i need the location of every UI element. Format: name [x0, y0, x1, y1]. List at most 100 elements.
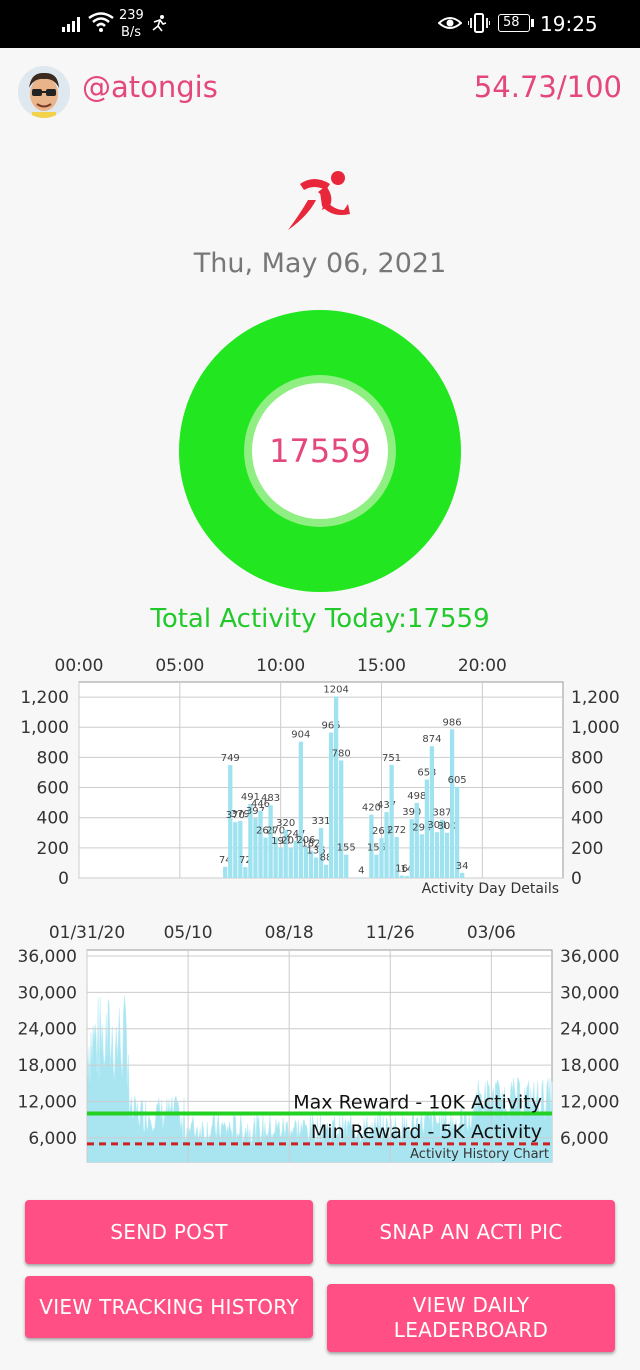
- day-bar: [344, 854, 349, 878]
- day-bar: [429, 746, 435, 878]
- day-bar-label: 16: [395, 864, 408, 875]
- battery-level: 58: [503, 15, 520, 30]
- min-reward-label: Min Reward - 5K Activity: [311, 1121, 542, 1143]
- snap-pic-button[interactable]: SNAP AN ACTI PIC: [327, 1200, 615, 1264]
- day-bar: [384, 812, 389, 878]
- day-bar: [419, 834, 424, 878]
- day-bar-label: 491: [241, 792, 260, 803]
- max-reward-label: Max Reward - 10K Activity: [293, 1092, 542, 1114]
- day-bar: [339, 760, 344, 878]
- history-y-tick-right: 6,000: [560, 1129, 609, 1149]
- day-y-tick-left: 600: [37, 779, 69, 799]
- day-bar: [359, 877, 364, 879]
- day-bar-label: 14: [400, 864, 413, 875]
- day-bar: [404, 875, 409, 878]
- day-x-tick: 15:00: [357, 656, 406, 676]
- day-bar: [424, 779, 430, 878]
- day-bar-label: 4: [358, 865, 364, 876]
- net-unit: B/s: [121, 25, 142, 40]
- clock-time: 19:25: [540, 12, 598, 36]
- day-bar-label: 387: [432, 808, 451, 819]
- day-bar: [374, 854, 379, 878]
- day-bar: [288, 847, 293, 878]
- running-notification-icon: [152, 15, 167, 32]
- send-post-button[interactable]: SEND POST: [25, 1200, 313, 1264]
- view-tracking-history-button[interactable]: VIEW TRACKING HISTORY: [25, 1276, 313, 1338]
- day-bar-label: 370: [226, 810, 245, 821]
- day-y-tick-left: 800: [37, 748, 69, 768]
- day-bar-label: 320: [276, 818, 295, 829]
- day-bar: [394, 836, 399, 878]
- day-bar-label: 136: [306, 845, 325, 856]
- day-y-tick-right: 1,000: [571, 718, 620, 738]
- day-bar-label: 198: [271, 836, 290, 847]
- eye-icon: [438, 17, 462, 29]
- day-bar: [223, 866, 228, 878]
- day-bar: [379, 838, 384, 878]
- day-bar: [258, 810, 263, 878]
- day-bar-label: 72: [239, 855, 252, 866]
- history-y-tick-right: 36,000: [560, 947, 619, 967]
- day-bar: [263, 837, 268, 878]
- date-label: Thu, May 06, 2021: [193, 248, 447, 279]
- day-bar-label: 300: [437, 821, 456, 832]
- battery-icon: 58: [498, 14, 530, 32]
- avatar-face-icon: [18, 66, 70, 118]
- day-bar-label: 780: [332, 748, 351, 759]
- day-bar: [253, 818, 258, 878]
- day-y-tick-right: 400: [571, 809, 603, 829]
- day-chart-title: Activity Day Details: [422, 881, 559, 897]
- day-bar-label: 397: [246, 806, 265, 817]
- history-y-tick-right: 24,000: [560, 1020, 619, 1040]
- day-x-tick: 20:00: [458, 656, 507, 676]
- day-bar: [273, 837, 278, 878]
- net-speed: 239: [119, 8, 144, 23]
- day-bar: [308, 850, 314, 878]
- day-bar-label: 268: [256, 826, 275, 837]
- wifi-icon: [88, 12, 114, 32]
- day-bar: [328, 732, 334, 878]
- day-bar: [318, 828, 324, 878]
- day-y-tick-left: 200: [37, 839, 69, 859]
- history-area: [86, 995, 553, 1163]
- day-y-tick-left: 400: [37, 809, 69, 829]
- day-bar-label: 749: [221, 753, 240, 764]
- total-activity-label: Total Activity Today:17559: [150, 604, 490, 634]
- day-y-tick-left: 0: [58, 869, 69, 889]
- day-bar-label: 74: [219, 855, 232, 866]
- score: 54.73/100: [473, 70, 622, 104]
- avatar[interactable]: [18, 66, 70, 118]
- day-bar: [283, 829, 288, 878]
- day-bar: [409, 819, 414, 878]
- day-bar-label: 182: [301, 839, 320, 850]
- history-y-tick-left: 24,000: [18, 1020, 77, 1040]
- day-y-tick-left: 1,000: [20, 718, 69, 738]
- day-bar-label: 155: [337, 843, 356, 854]
- day-bar-label: 270: [266, 825, 285, 836]
- day-bar-label: 206: [296, 835, 315, 846]
- day-bar: [228, 765, 233, 878]
- day-bar: [333, 696, 339, 878]
- day-bar-label: 272: [387, 825, 406, 836]
- day-x-tick: 10:00: [256, 656, 305, 676]
- history-y-tick-left: 6,000: [28, 1129, 77, 1149]
- history-x-tick: 01/31/20: [49, 923, 125, 943]
- day-bar-label: 34: [456, 861, 469, 872]
- activity-day-chart: 0 0 200 200 400 400 600 600 800 800 1,000 1,000 1,20…: [20, 656, 620, 897]
- day-bar-label: 498: [407, 791, 426, 802]
- view-daily-leaderboard-button[interactable]: VIEW DAILY LEADERBOARD: [327, 1284, 615, 1352]
- history-x-tick: 08/18: [265, 923, 314, 943]
- day-bar-label: 155: [367, 843, 386, 854]
- day-bar: [460, 872, 465, 878]
- status-bar: 239 B/s 58 19:25: [0, 0, 640, 48]
- donut-inner-ring: 17559: [244, 375, 396, 527]
- day-bar-label: 605: [448, 775, 467, 786]
- day-bar: [444, 832, 450, 878]
- history-y-tick-right: 30,000: [560, 983, 619, 1003]
- activity-donut: 17559: [179, 310, 461, 592]
- day-bar-label: 437: [377, 800, 396, 811]
- history-y-tick-left: 12,000: [18, 1092, 77, 1112]
- day-bar-label: 290: [412, 822, 431, 833]
- day-bar-label: 264: [372, 826, 391, 837]
- day-bar-label: 965: [322, 721, 341, 732]
